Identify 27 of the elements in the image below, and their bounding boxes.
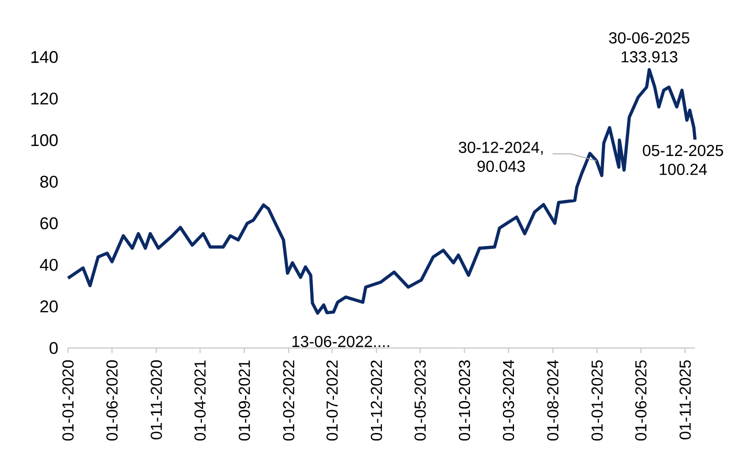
- x-tick-label: 01-11-2025: [680, 360, 691, 440]
- x-tick-label: 01-08-2024: [547, 360, 558, 441]
- annotation: 30-06-2025 133.913: [609, 32, 690, 62]
- y-tick-label: 40: [40, 258, 58, 271]
- y-tick-label: 140: [31, 51, 58, 63]
- y-tick-label: 120: [31, 92, 58, 105]
- y-tick-label: 80: [40, 176, 58, 188]
- x-tick-label: 01-09-2021: [238, 360, 250, 441]
- annotation: 13-06-2022....: [292, 336, 390, 348]
- x-tick-label: 01-01-2025: [591, 360, 603, 441]
- y-tick-label: 100: [31, 134, 58, 146]
- annotation: 30-12-2024, 90.043: [458, 142, 543, 172]
- x-tick-label: 01-10-2023: [458, 360, 470, 441]
- x-tick-label: 01-07-2022: [326, 360, 338, 441]
- annotation: 05-12-2025 100.24: [642, 144, 724, 176]
- x-tick-label: 01-01-2020: [62, 360, 74, 441]
- x-tick-label: 01-05-2023: [414, 360, 426, 441]
- x-tick-label: 01-03-2024: [502, 360, 514, 441]
- y-tick-label: 60: [40, 217, 58, 230]
- x-tick-label: 01-06-2025: [635, 360, 646, 441]
- x-tick-label: 01-04-2021: [194, 360, 206, 441]
- x-tick-label: 01-11-2020: [150, 360, 162, 440]
- x-tick-label: 01-02-2022: [283, 360, 294, 441]
- y-tick-label: 0: [50, 342, 58, 354]
- x-tick-label: 01-06-2020: [106, 360, 118, 441]
- y-tick-label: 20: [40, 300, 58, 312]
- x-tick-label: 01-12-2022: [370, 360, 382, 441]
